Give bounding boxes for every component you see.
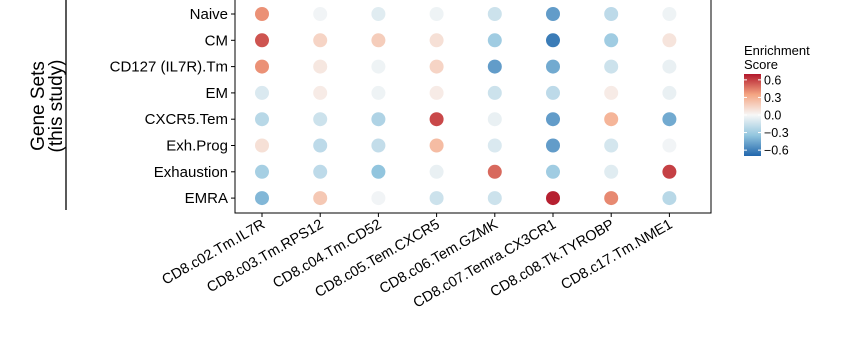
enrichment-dot bbox=[662, 112, 677, 127]
enrichment-dot bbox=[429, 138, 444, 153]
enrichment-dot bbox=[487, 164, 502, 179]
enrichment-dot bbox=[429, 85, 444, 100]
enrichment-dot bbox=[255, 33, 269, 48]
enrichment-dot bbox=[662, 138, 677, 153]
enrichment-dot bbox=[313, 85, 328, 100]
enrichment-dot bbox=[429, 59, 444, 74]
y-tick-label: Exhaustion bbox=[154, 164, 228, 181]
enrichment-dot bbox=[662, 85, 677, 100]
enrichment-dot bbox=[255, 7, 269, 21]
enrichment-dot bbox=[487, 59, 502, 74]
enrichment-dot bbox=[487, 33, 502, 48]
enrichment-dot bbox=[371, 59, 386, 74]
enrichment-dot bbox=[371, 112, 386, 127]
facet-label-line-1: Gene Sets bbox=[28, 61, 49, 151]
enrichment-dot bbox=[662, 7, 677, 21]
enrichment-dot bbox=[546, 138, 560, 153]
enrichment-dot bbox=[662, 164, 677, 179]
x-tick-label: CD8.c17.Tm.NME1 bbox=[559, 217, 676, 294]
enrichment-dot bbox=[604, 112, 619, 127]
enrichment-dot bbox=[487, 138, 502, 153]
legend-colorbar bbox=[744, 74, 761, 156]
enrichment-dot bbox=[371, 33, 386, 48]
y-tick-label: CXCR5.Tem bbox=[145, 111, 228, 128]
enrichment-dot bbox=[255, 164, 269, 179]
enrichment-dot bbox=[313, 7, 328, 21]
y-tick-label: EMRA bbox=[185, 190, 228, 207]
enrichment-dot bbox=[546, 33, 560, 48]
enrichment-dot bbox=[487, 85, 502, 100]
y-tick-label: Exh.Prog bbox=[166, 138, 228, 155]
enrichment-dot bbox=[255, 59, 269, 74]
enrichment-dot bbox=[604, 138, 619, 153]
legend-tick-label: 0.0 bbox=[764, 109, 781, 123]
enrichment-dot bbox=[371, 191, 386, 206]
enrichment-dot bbox=[546, 191, 560, 206]
enrichment-dot bbox=[662, 191, 677, 206]
enrichment-dot bbox=[313, 33, 328, 48]
enrichment-dot bbox=[604, 33, 619, 48]
enrichment-dot bbox=[255, 85, 269, 100]
enrichment-dot bbox=[487, 112, 502, 127]
enrichment-dot bbox=[255, 138, 269, 153]
enrichment-dot bbox=[487, 191, 502, 206]
enrichment-dot bbox=[429, 164, 444, 179]
enrichment-dot bbox=[371, 138, 386, 153]
enrichment-dot bbox=[429, 112, 444, 127]
enrichment-dot bbox=[371, 85, 386, 100]
enrichment-dot bbox=[604, 164, 619, 179]
y-tick-label: CD127 (IL7R).Tm bbox=[110, 59, 228, 76]
y-tick-label: CM bbox=[205, 32, 228, 49]
enrichment-dot bbox=[487, 7, 502, 21]
enrichment-dot bbox=[313, 59, 328, 74]
enrichment-dot bbox=[313, 112, 328, 127]
enrichment-dot bbox=[255, 191, 269, 206]
enrichment-dot bbox=[429, 7, 444, 21]
legend-title-line-1: Enrichment bbox=[744, 43, 810, 58]
enrichment-dot bbox=[371, 7, 386, 21]
enrichment-dot bbox=[371, 164, 386, 179]
enrichment-dot bbox=[429, 191, 444, 206]
legend-tick-label: −0.3 bbox=[764, 126, 789, 140]
x-axis: CD8.c02.Tm.IL7RCD8.c03.Tm.RPS12CD8.c04.T… bbox=[160, 213, 676, 311]
enrichment-dot bbox=[546, 7, 560, 21]
enrichment-dot bbox=[662, 59, 677, 74]
legend-title-line-2: Score bbox=[744, 57, 778, 72]
enrichment-dot bbox=[604, 59, 619, 74]
enrichment-dot bbox=[429, 33, 444, 48]
y-axis: Naive CM CD127 (IL7R).Tm EM CXCR5.Tem Exh.Pro… bbox=[110, 6, 235, 207]
legend: Enrichment Score 0.6 0.3 0.0 −0.3 −0.6 bbox=[744, 43, 810, 158]
enrichment-dot bbox=[546, 112, 560, 127]
enrichment-dot bbox=[662, 33, 677, 48]
dots bbox=[255, 7, 677, 206]
panel-border bbox=[234, 0, 712, 214]
enrichment-dot bbox=[546, 59, 560, 74]
legend-tick-label: 0.3 bbox=[764, 91, 781, 105]
legend-tick-label: 0.6 bbox=[764, 73, 781, 87]
enrichment-dot bbox=[546, 164, 560, 179]
enrichment-dot bbox=[313, 191, 328, 206]
facet-label-line-2: (this study) bbox=[46, 60, 67, 153]
y-tick-label: Naive bbox=[190, 6, 228, 23]
y-tick-label: EM bbox=[206, 85, 229, 102]
enrichment-dot bbox=[604, 85, 619, 100]
enrichment-dot bbox=[604, 191, 619, 206]
legend-tick-label: −0.6 bbox=[764, 144, 789, 158]
enrichment-dot bbox=[546, 85, 560, 100]
enrichment-dot bbox=[604, 7, 619, 21]
enrichment-dot bbox=[313, 138, 328, 153]
enrichment-dot bbox=[313, 164, 328, 179]
enrichment-dot bbox=[255, 112, 269, 127]
